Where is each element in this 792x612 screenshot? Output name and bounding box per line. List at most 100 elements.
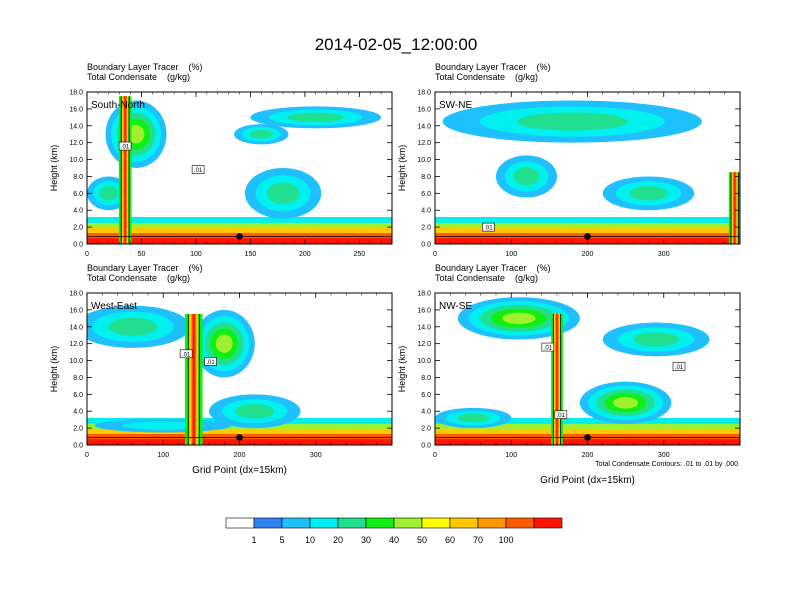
x-tick-label: 300	[658, 452, 670, 459]
panel-sw-ne: .01 SW-NE Boundary Layer Tracer (%)Total C…	[397, 62, 741, 258]
panel-title-line: Total Condensate (g/kg)	[435, 72, 538, 82]
tracer-cloud	[628, 186, 669, 201]
cross-section-label: West-East	[91, 301, 137, 312]
y-tick-label: 0.0	[73, 443, 83, 450]
tracer-cloud	[456, 413, 490, 423]
panel-title-line: Boundary Layer Tracer (%)	[435, 263, 551, 273]
y-axis-label: Height (km)	[397, 346, 407, 393]
tracer-cloud	[127, 125, 145, 144]
y-tick-label: 14.0	[417, 123, 431, 130]
plume-column	[124, 96, 126, 244]
contour-label-box	[482, 222, 495, 232]
colorbar-swatch	[477, 517, 507, 529]
y-tick-label: 12.0	[69, 140, 83, 147]
tracer-cloud	[108, 317, 158, 336]
x-tick-label: 0	[433, 251, 437, 258]
colorbar-label: 70	[473, 535, 483, 545]
plume-column	[556, 314, 558, 445]
x-tick-label: 200	[299, 251, 311, 258]
colorbar-label: 50	[417, 535, 427, 545]
y-tick-label: 10.0	[417, 157, 431, 164]
colorbar-swatch	[365, 517, 395, 529]
location-marker	[236, 233, 243, 240]
y-tick-label: 2.0	[421, 426, 431, 433]
x-tick-label: 50	[138, 251, 146, 258]
contour-label: .01	[557, 413, 566, 419]
contour-label-box	[179, 349, 193, 359]
contour-label: .01	[206, 360, 215, 366]
tracer-cloud	[266, 182, 300, 205]
colorbar-label: 40	[389, 535, 399, 545]
y-tick-label: 4.0	[421, 409, 431, 416]
x-tick-label: 200	[582, 251, 594, 258]
y-tick-label: 8.0	[421, 174, 431, 181]
tracer-field	[87, 305, 392, 445]
contour-label-box	[191, 165, 205, 174]
figure-title: 2014-02-05_12:00:00	[315, 35, 478, 54]
panel-title-line: Total Condensate (g/kg)	[435, 273, 538, 283]
y-axis-label: Height (km)	[49, 346, 59, 393]
x-tick-label: 100	[157, 452, 169, 459]
y-axis-label: Height (km)	[49, 145, 59, 192]
panel-west-east: .01 .01 West-East Boundary Layer Tracer (%)…	[49, 263, 393, 476]
cross-section-label: SW-NE	[439, 100, 472, 111]
y-tick-label: 6.0	[421, 392, 431, 399]
x-tick-label: 0	[85, 251, 89, 258]
contour-label: .01	[544, 346, 553, 352]
tracer-cloud	[99, 186, 119, 201]
y-tick-label: 18.0	[69, 291, 83, 298]
colorbar: 1 5 10 20 30 40 50 60 70 100	[225, 517, 563, 545]
y-tick-label: 4.0	[73, 409, 83, 416]
colorbar-label: 60	[445, 535, 455, 545]
tracer-cloud	[516, 112, 628, 131]
y-tick-label: 4.0	[421, 208, 431, 215]
contour-note: Total Condensate Contours: .01 to .01 by…	[595, 461, 738, 468]
cross-section-label: NW-SE	[439, 301, 472, 312]
location-marker	[584, 233, 591, 240]
contour-label: .01	[675, 365, 684, 371]
colorbar-swatch	[505, 517, 535, 529]
plume-column	[734, 172, 736, 244]
y-tick-label: 18.0	[69, 90, 83, 97]
colorbar-swatch	[225, 517, 255, 529]
panel-title-line: Total Condensate (g/kg)	[87, 273, 190, 283]
x-tick-label: 200	[582, 452, 594, 459]
cross-section-label: South-North	[91, 100, 145, 111]
colorbar-label: 10	[305, 535, 315, 545]
colorbar-swatch	[449, 517, 479, 529]
tracer-field	[87, 96, 392, 244]
colorbar-label: 30	[361, 535, 371, 545]
contour-label: .01	[484, 226, 493, 232]
panel-title-line: Boundary Layer Tracer (%)	[87, 62, 203, 72]
y-tick-label: 16.0	[69, 307, 83, 314]
y-tick-label: 2.0	[421, 225, 431, 232]
y-tick-label: 2.0	[73, 225, 83, 232]
colorbar-swatch	[393, 517, 423, 529]
tracer-field	[435, 100, 740, 244]
colorbar-swatch	[309, 517, 339, 529]
y-tick-label: 16.0	[417, 106, 431, 113]
panel-title-line: Boundary Layer Tracer (%)	[87, 263, 203, 273]
contour-label-box	[554, 410, 568, 419]
y-tick-label: 12.0	[69, 341, 83, 348]
contour-label-box	[541, 342, 555, 352]
tracer-cloud	[633, 332, 679, 347]
colorbar-swatch	[337, 517, 367, 529]
boundary-layer-band	[87, 238, 392, 244]
x-tick-label: 200	[234, 452, 246, 459]
y-tick-label: 12.0	[417, 341, 431, 348]
colorbar-swatch	[281, 517, 311, 529]
x-tick-label: 100	[505, 251, 517, 258]
panel-title-line: Total Condensate (g/kg)	[87, 72, 190, 82]
x-axis-label: Grid Point (dx=15km)	[192, 465, 287, 476]
x-tick-label: 0	[85, 452, 89, 459]
tracer-cloud	[122, 421, 205, 430]
contour-label-box	[204, 357, 217, 366]
location-marker	[236, 434, 243, 441]
x-tick-label: 100	[190, 251, 202, 258]
location-marker	[584, 434, 591, 441]
x-axis-label: Grid Point (dx=15km)	[540, 475, 635, 486]
contour-label: .01	[182, 352, 191, 358]
